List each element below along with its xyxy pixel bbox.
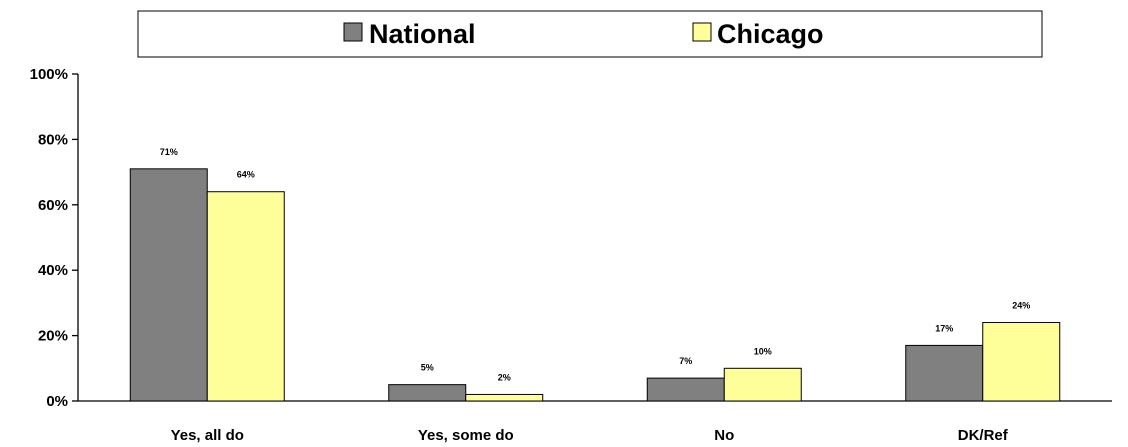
bar-national-dk-ref [905,344,984,402]
data-label-national: 5% [421,363,434,373]
legend-label-national: National [369,19,476,49]
x-tick-label: Yes, some do [418,427,514,444]
legend-box [137,10,1043,58]
data-label-national: 7% [679,356,692,366]
legend-swatch-chicago [692,22,712,42]
y-tick-label: 60% [38,197,68,214]
data-label-chicago: 64% [237,170,255,180]
data-label-national: 17% [935,323,953,333]
data-label-chicago: 2% [498,372,511,382]
legend-swatch-national [343,22,363,42]
y-tick-label: 100% [30,66,68,83]
data-label-chicago: 10% [754,346,772,356]
legend: National Chicago [137,10,1043,58]
x-tick-label: No [714,427,734,444]
x-tick-label: DK/Ref [958,427,1009,444]
x-tick-label: Yes, all do [171,427,244,444]
bar-chicago-dk-ref [982,322,1061,402]
bar-national-yes-all-do [129,168,208,402]
y-tick-label: 80% [38,131,68,148]
y-tick-label: 0% [46,393,68,410]
bars [129,168,1061,402]
data-label-national: 71% [160,147,178,157]
data-labels: 71% 64% 5% 2% 7% 10% 17% 24% [160,147,1031,383]
bar-chicago-no [723,367,802,402]
legend-label-chicago: Chicago [717,19,824,49]
y-tick-label: 40% [38,262,68,279]
y-tick-label: 20% [38,328,68,345]
bar-national-no [646,377,725,402]
data-label-chicago: 24% [1012,301,1030,311]
bar-national-yes-some-do [388,384,467,402]
bar-chicago-yes-some-do [465,393,544,402]
bar-chicago-yes-all-do [206,191,285,402]
